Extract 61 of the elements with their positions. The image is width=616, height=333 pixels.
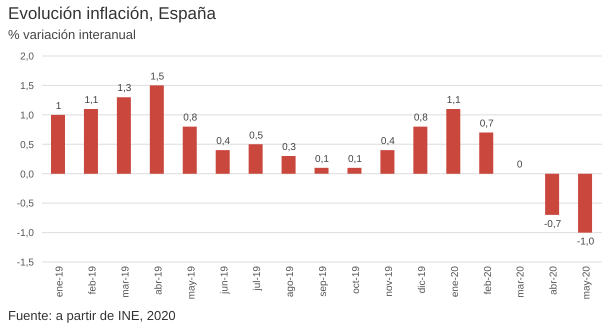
x-tick-label: ago-19 (285, 266, 296, 298)
y-tick-label: 0,5 (20, 140, 34, 151)
x-tick-label: may-20 (582, 266, 593, 300)
x-tick-label: feb-20 (482, 266, 494, 294)
bar (347, 168, 362, 174)
x-tick-label: dic-19 (416, 266, 428, 294)
data-label: 1,3 (117, 83, 132, 94)
data-label: 0,8 (414, 112, 428, 124)
bar (282, 156, 296, 174)
y-tick-label: -1,0 (16, 228, 34, 240)
x-tick-label: ene-19 (54, 266, 66, 298)
y-tick-label: 0,0 (20, 169, 34, 180)
data-label: 0,5 (249, 130, 264, 142)
data-label: 0,8 (183, 112, 198, 124)
bar (84, 108, 98, 174)
y-tick-label: 2,0 (20, 52, 34, 63)
data-label: 0,4 (380, 136, 396, 148)
x-tick-label: nov-19 (384, 266, 395, 297)
x-tick-label: feb-19 (88, 266, 99, 294)
x-tick-label: may-19 (186, 266, 198, 300)
data-label: -1,0 (576, 236, 595, 248)
y-tick-label: -1,5 (16, 258, 34, 269)
x-tick-label: jul-19 (252, 266, 264, 292)
bar (51, 114, 65, 174)
bar (216, 150, 230, 174)
bar (150, 85, 164, 174)
data-label: 0,1 (348, 154, 362, 165)
chart-subtitle: % variación interanual (8, 27, 136, 42)
data-label: 0,3 (282, 142, 296, 154)
bar (578, 174, 592, 233)
data-label: 1,1 (446, 94, 462, 106)
data-label: 0,1 (315, 154, 330, 165)
x-tick-label: jun-19 (219, 266, 230, 295)
data-label: 1,1 (84, 94, 99, 106)
x-tick-label: mar-20 (516, 266, 527, 298)
bar (182, 126, 197, 174)
data-label: 1,5 (150, 71, 165, 82)
bar (248, 144, 263, 174)
y-tick-label: -0,5 (16, 198, 34, 210)
bar (380, 150, 394, 174)
chart-title: Evolución inflación, España (8, 4, 216, 24)
bar (545, 174, 560, 215)
data-label: 1 (56, 100, 62, 112)
data-label: 0,7 (480, 118, 494, 130)
x-tick-label: abr-20 (548, 266, 560, 295)
x-tick-label: mar-19 (120, 266, 132, 298)
source-note: Fuente: a partir de INE, 2020 (8, 308, 176, 323)
y-tick-label: 1,0 (20, 110, 34, 122)
data-label: -0,7 (544, 218, 562, 230)
y-tick-label: 1,5 (20, 80, 34, 92)
bar (116, 97, 131, 174)
bar (446, 108, 460, 174)
bar (479, 132, 494, 174)
bar (314, 168, 329, 174)
x-tick-label: abr-19 (153, 266, 164, 295)
bar (413, 126, 428, 174)
x-tick-label: ene-20 (450, 266, 461, 298)
x-tick-label: oct-19 (351, 266, 362, 294)
x-tick-label: sep-19 (318, 266, 330, 297)
data-label: 0,4 (216, 136, 231, 148)
data-label: 0 (516, 160, 523, 171)
